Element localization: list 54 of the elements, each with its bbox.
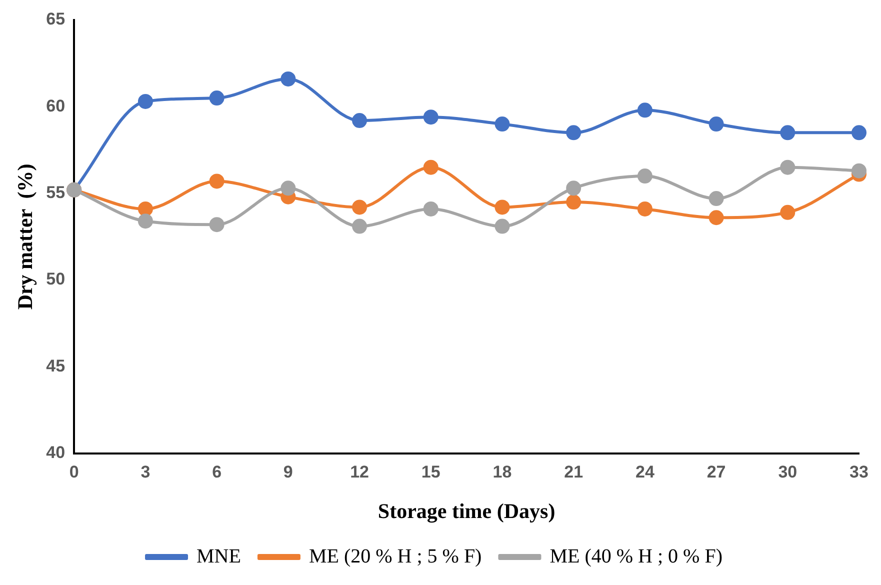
point <box>780 125 796 140</box>
x-tick-label: 27 <box>706 462 726 482</box>
point <box>494 218 510 234</box>
x-tick-label: 3 <box>140 462 150 482</box>
point <box>852 163 866 178</box>
point <box>423 110 438 125</box>
legend-label: ME (20 % H ; 5 % F) <box>308 545 482 568</box>
point <box>566 125 582 140</box>
point <box>566 180 582 196</box>
point <box>138 214 153 229</box>
point <box>708 191 724 206</box>
point <box>138 94 153 109</box>
y-tick-label: 50 <box>46 270 66 289</box>
point <box>780 204 796 220</box>
point <box>423 201 438 216</box>
x-tick-label: 33 <box>850 462 868 482</box>
x-tick-label: 6 <box>212 462 222 482</box>
x-tick-label: 15 <box>421 462 440 482</box>
point <box>352 200 368 215</box>
point <box>637 102 652 118</box>
point <box>494 116 510 132</box>
point <box>708 210 724 226</box>
y-tick-label: 40 <box>46 443 66 462</box>
y-tick-label: 55 <box>46 183 66 202</box>
point <box>280 71 296 86</box>
point <box>209 174 224 189</box>
point <box>637 201 652 216</box>
y-tick-label: 65 <box>46 10 66 29</box>
x-tick-label: 24 <box>635 462 655 482</box>
y-axis-title: Dry matter (%) <box>13 164 38 310</box>
point <box>138 201 153 216</box>
x-tick-label: 9 <box>283 462 293 482</box>
point <box>566 194 582 210</box>
x-tick-label: 18 <box>492 462 512 482</box>
point <box>708 116 724 132</box>
point <box>209 90 224 106</box>
point <box>423 160 438 175</box>
legend-label: MNE <box>196 545 241 568</box>
point <box>209 217 224 232</box>
point <box>352 218 368 234</box>
x-tick-label: 30 <box>778 462 798 482</box>
point <box>280 180 296 196</box>
point <box>352 113 368 128</box>
legend-label: ME (40 % H ; 0 % F) <box>550 545 722 568</box>
y-tick-label: 45 <box>46 356 66 376</box>
x-tick-label: 0 <box>69 462 79 482</box>
point <box>780 160 796 175</box>
point <box>637 168 652 184</box>
point <box>494 200 510 215</box>
x-tick-label: 21 <box>564 462 584 482</box>
y-tick-label: 60 <box>46 96 66 116</box>
x-axis-title: Storage time (Days) <box>378 498 556 523</box>
point <box>852 125 866 140</box>
x-tick-label: 12 <box>350 462 369 482</box>
